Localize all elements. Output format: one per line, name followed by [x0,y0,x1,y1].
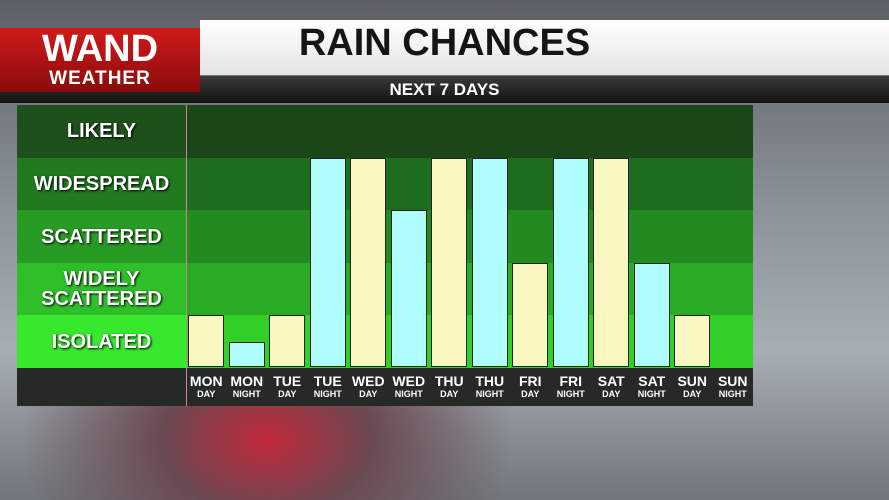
bar [269,315,306,367]
chart: ISOLATED WIDELY SCATTERED SCATTERED WIDESPR… [17,105,753,406]
label-band [17,105,186,158]
grid-band [186,157,753,211]
x-tick-sublabel: NIGHT [313,389,342,399]
logo: WAND WEATHER [0,28,200,92]
x-tick-label: MON [189,373,223,389]
x-tick-sublabel: DAY [359,389,378,399]
bar [593,157,630,367]
bar [228,341,265,367]
x-tick-sublabel: NIGHT [394,389,423,399]
grid-band [186,210,753,263]
y-tick-label: LIKELY [66,120,137,143]
bar [512,262,549,367]
x-tick-label: FRI [518,373,542,389]
chart-title: RAIN CHANCES [298,22,591,64]
y-tick-label: ISOLATED [51,330,152,353]
bar [309,157,346,367]
label-band [17,262,186,316]
x-tick-label: SUN [717,373,748,389]
x-tick-sublabel: NIGHT [232,389,261,399]
x-tick-sublabel: NIGHT [475,389,504,399]
y-tick-label: SCATTERED [41,225,162,248]
x-tick-label: WED [392,373,426,389]
y-tick-label: WIDESPREAD [33,172,170,195]
bar [390,210,427,367]
x-tick-label: SUN [677,373,708,389]
x-tick-sublabel: DAY [602,389,621,399]
bar [350,157,387,367]
x-tick-sublabel: DAY [197,389,216,399]
bar [633,262,670,367]
bar [471,157,508,367]
x-tick-label: SAT [597,373,625,389]
x-tick-sublabel: DAY [278,389,297,399]
y-tick-label: WIDELY SCATTERED [41,268,162,311]
label-band [17,157,186,211]
x-tick-label: TUE [313,373,342,389]
bar [674,315,711,367]
label-band [17,315,186,368]
x-tick-label: THU [475,373,505,389]
bar [431,157,468,367]
bar [552,157,589,367]
x-tick-label: WED [351,373,385,389]
logo-text: WAND [41,28,159,70]
logo-text: WEATHER [49,68,151,89]
x-tick-label: TUE [273,373,302,389]
x-tick-sublabel: DAY [683,389,702,399]
x-tick-sublabel: NIGHT [718,389,747,399]
x-tick-sublabel: DAY [440,389,459,399]
x-tick-label: MON [230,373,264,389]
x-tick-label: THU [434,373,464,389]
x-tick-sublabel: DAY [521,389,540,399]
x-tick-label: SAT [638,373,666,389]
x-tick-sublabel: NIGHT [556,389,585,399]
title-bar [200,20,889,75]
bar [188,315,225,367]
x-tick-sublabel: NIGHT [637,389,666,399]
label-band [17,210,186,263]
grid-band [186,105,753,158]
chart-subtitle: NEXT 7 DAYS [389,80,500,99]
x-tick-label: FRI [559,373,583,389]
axis-line [186,105,187,406]
